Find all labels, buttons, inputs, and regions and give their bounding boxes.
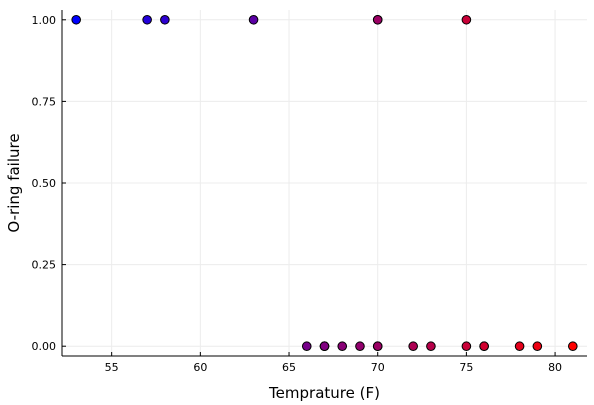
data-point <box>248 14 259 25</box>
tick-labels: 55 60 65 70 75 80 0.00 0.25 0.50 0.75 1.00 <box>32 14 563 374</box>
data-point <box>568 341 578 352</box>
x-tick-label: 80 <box>548 361 562 374</box>
data-point <box>337 341 348 352</box>
data-point <box>426 341 436 352</box>
data-point <box>160 14 170 25</box>
grid <box>62 10 587 356</box>
x-tick-label: 60 <box>193 361 207 374</box>
data-points <box>71 14 578 352</box>
data-point <box>408 341 418 352</box>
data-point <box>372 14 383 25</box>
data-point <box>71 14 81 25</box>
data-point <box>532 341 543 352</box>
x-tick-label: 65 <box>282 361 296 374</box>
data-point <box>514 341 525 352</box>
y-tick-label: 0.50 <box>32 177 57 190</box>
data-point <box>355 341 365 352</box>
y-axis-label: O-ring failure <box>5 133 23 232</box>
axes <box>61 10 587 357</box>
data-point <box>479 341 489 352</box>
data-point <box>319 341 330 352</box>
y-tick-label: 0.00 <box>32 340 57 353</box>
x-tick-label: 70 <box>371 361 385 374</box>
y-tick-label: 1.00 <box>32 14 57 27</box>
data-point <box>142 14 152 25</box>
data-point <box>301 341 312 352</box>
y-tick-label: 0.25 <box>32 259 57 272</box>
data-point <box>461 14 472 25</box>
x-axis-label: Temprature (F) <box>268 384 380 402</box>
y-tick-label: 0.75 <box>32 95 57 108</box>
x-tick-label: 55 <box>105 361 119 374</box>
x-tick-label: 75 <box>459 361 473 374</box>
data-point <box>372 341 383 352</box>
data-point <box>461 341 472 352</box>
